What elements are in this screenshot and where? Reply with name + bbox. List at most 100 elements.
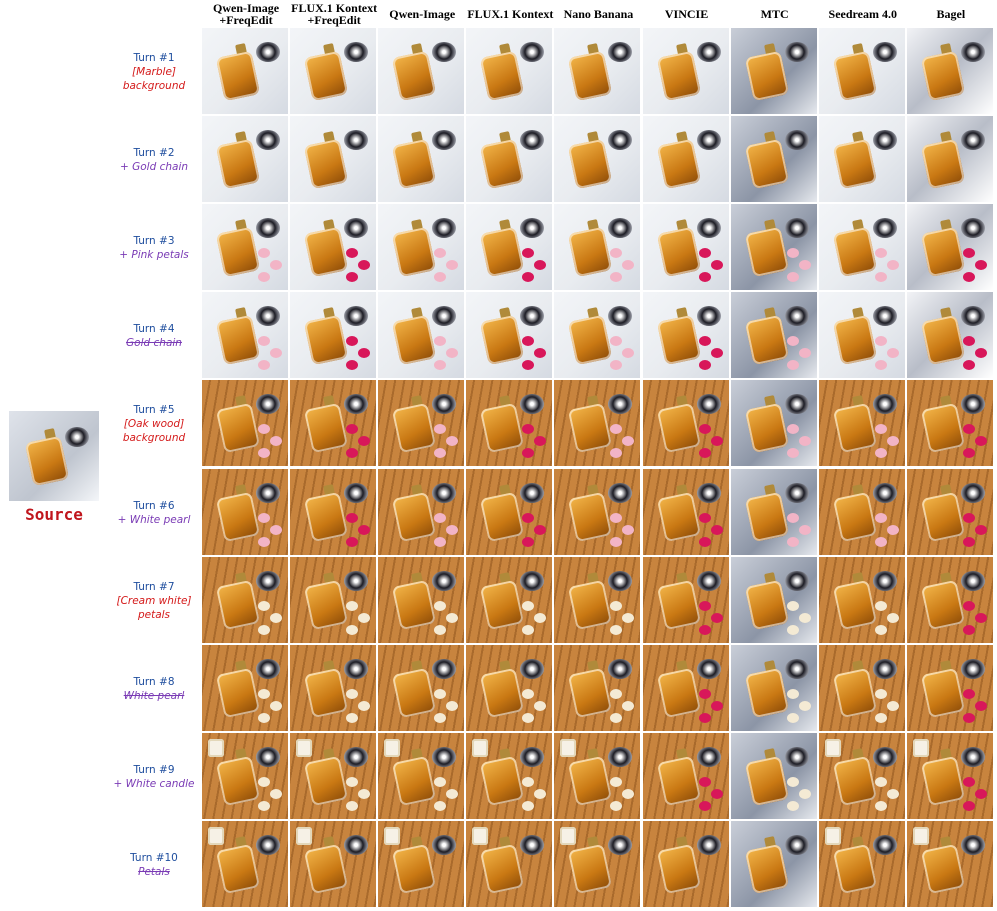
result-image [378, 204, 465, 291]
result-image [554, 292, 641, 379]
result-image [202, 468, 288, 555]
result-image [818, 116, 905, 203]
edit-prompt: Petals [138, 865, 170, 878]
turn-label: Turn #1 [133, 52, 175, 65]
result-image [202, 556, 288, 643]
result-image [730, 820, 817, 907]
result-image [730, 292, 817, 379]
result-image [466, 556, 553, 643]
result-image [554, 644, 641, 731]
result-image [202, 644, 288, 731]
result-image [290, 468, 377, 555]
column-header: Nano Banana [563, 7, 634, 21]
result-image [818, 204, 905, 291]
result-image [642, 732, 729, 819]
result-image [378, 28, 465, 114]
result-image [466, 204, 553, 291]
source-label: Source [25, 505, 83, 524]
edit-prompt: background [122, 432, 186, 445]
column-header: Seedream 4.0 [828, 7, 897, 21]
result-image [378, 732, 465, 819]
result-image [466, 732, 553, 819]
result-image [906, 732, 993, 819]
turn-label: Turn #2 [133, 147, 175, 160]
column-header: Qwen-Image [389, 7, 456, 21]
turn-label: Turn #4 [133, 323, 175, 336]
result-image [554, 380, 641, 467]
result-image [466, 820, 553, 907]
edit-prompt: [Marble] [131, 66, 177, 79]
column-header: FLUX.1 Kontext [467, 7, 554, 21]
result-image [730, 380, 817, 467]
row-label: Turn #10 Petals [104, 851, 204, 879]
result-image [554, 28, 641, 114]
result-image [290, 380, 377, 467]
result-image [642, 820, 729, 907]
result-image [378, 468, 465, 555]
edit-prompt: [Oak wood] [123, 418, 185, 431]
result-image [378, 116, 465, 203]
row-label: Turn #2 + Gold chain [104, 146, 204, 174]
result-image [642, 292, 729, 379]
result-image [554, 820, 641, 907]
result-image [730, 116, 817, 203]
result-image [906, 820, 993, 907]
result-image [906, 380, 993, 467]
result-image [730, 204, 817, 291]
result-image [642, 468, 729, 555]
result-image [642, 556, 729, 643]
source-image [9, 411, 99, 501]
turn-label: Turn #6 [133, 499, 175, 512]
edit-prompt: + White pearl [117, 513, 191, 526]
results-grid [202, 28, 995, 909]
result-image [378, 556, 465, 643]
result-image [378, 644, 465, 731]
result-image [906, 28, 993, 114]
result-image [642, 380, 729, 467]
result-image [818, 556, 905, 643]
result-image [906, 556, 993, 643]
result-image [290, 204, 377, 291]
edit-prompt: + Gold chain [119, 161, 189, 174]
turn-label: Turn #5 [133, 404, 175, 417]
result-image [818, 380, 905, 467]
row-label: Turn #9 + White candle [104, 763, 204, 791]
edit-prompt: [Cream white] [116, 594, 192, 607]
result-image [730, 556, 817, 643]
result-image [466, 28, 553, 114]
result-image [290, 556, 377, 643]
edit-prompt: Gold chain [126, 337, 182, 350]
row-label: Turn #7 [Cream white] petals [104, 580, 204, 622]
column-header: Bagel [936, 7, 966, 21]
column-header: VINCIE [664, 7, 709, 21]
result-image [818, 732, 905, 819]
result-image [378, 820, 465, 907]
row-label: Turn #3 + Pink petals [104, 234, 204, 262]
result-image [554, 468, 641, 555]
result-image [290, 116, 377, 203]
result-image [730, 644, 817, 731]
row-label: Turn #1 [Marble] background [104, 51, 204, 93]
result-image [202, 116, 288, 203]
result-image [818, 292, 905, 379]
result-image [642, 116, 729, 203]
row-label: Turn #4 Gold chain [104, 322, 204, 350]
result-image [466, 116, 553, 203]
turn-label: Turn #10 [130, 851, 178, 864]
result-image [466, 468, 553, 555]
result-image [290, 820, 377, 907]
result-image [818, 468, 905, 555]
result-image [906, 292, 993, 379]
result-image [730, 468, 817, 555]
result-image [906, 468, 993, 555]
result-image [202, 732, 288, 819]
row-label: Turn #8 White pearl [104, 675, 204, 703]
result-image [642, 28, 729, 114]
result-image [202, 380, 288, 467]
result-image [378, 292, 465, 379]
column-header: Qwen-Image +FreqEdit [213, 1, 280, 27]
turn-label: Turn #3 [133, 235, 175, 248]
result-image [466, 644, 553, 731]
result-image [554, 556, 641, 643]
result-image [730, 28, 817, 114]
